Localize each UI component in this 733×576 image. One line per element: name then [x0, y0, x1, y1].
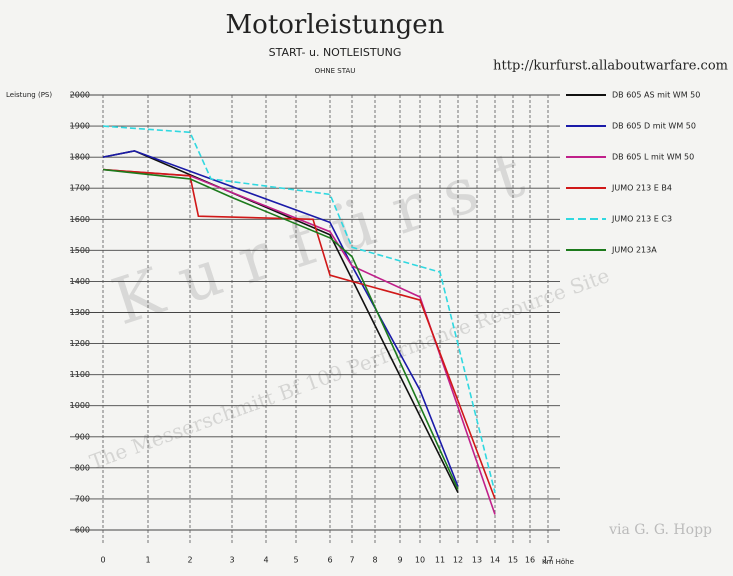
chart-title: Motorleistungen: [226, 10, 445, 40]
x-tick-label: 2: [187, 556, 192, 565]
chart-subtitle: START- u. NOTLEISTUNG: [269, 46, 402, 59]
legend-label: DB 605 L mit WM 50: [612, 153, 694, 162]
x-tick-label: 17: [543, 556, 553, 565]
y-axis-label: Leistung (PS): [6, 91, 52, 99]
x-tick-label: 4: [263, 556, 268, 565]
x-axis-label: Km Höhe: [542, 558, 574, 566]
x-tick-label: 9: [397, 556, 402, 565]
source-url: http://kurfurst.allaboutwarfare.com: [493, 59, 728, 74]
legend-label: DB 605 AS mit WM 50: [612, 91, 700, 100]
x-tick-label: 14: [490, 556, 500, 565]
x-tick-label: 3: [229, 556, 234, 565]
series-line: [102, 150, 459, 487]
x-tick-label: 13: [472, 556, 482, 565]
x-tick-label: 16: [525, 556, 535, 565]
x-tick-label: 1: [145, 556, 150, 565]
x-tick-label: 10: [415, 556, 425, 565]
x-tick-label: 0: [100, 556, 105, 565]
series-line: [102, 125, 496, 493]
x-tick-label: 15: [508, 556, 518, 565]
legend-label: JUMO 213A: [611, 246, 657, 255]
x-tick-label: 11: [435, 556, 445, 565]
legend-label: JUMO 213 E C3: [611, 215, 672, 224]
x-tick-label: 7: [349, 556, 354, 565]
x-tick-label: 12: [453, 556, 463, 565]
chart-note: OHNE STAU: [315, 67, 356, 75]
x-tick-label: 6: [327, 556, 332, 565]
series-line: [102, 168, 496, 500]
x-tick-label: 8: [372, 556, 377, 565]
series-line: [102, 168, 459, 490]
legend-label: DB 605 D mit WM 50: [612, 122, 696, 131]
legend-label: JUMO 213 E B4: [611, 184, 672, 193]
credit: via G. G. Hopp: [608, 522, 712, 538]
x-tick-label: 5: [293, 556, 298, 565]
